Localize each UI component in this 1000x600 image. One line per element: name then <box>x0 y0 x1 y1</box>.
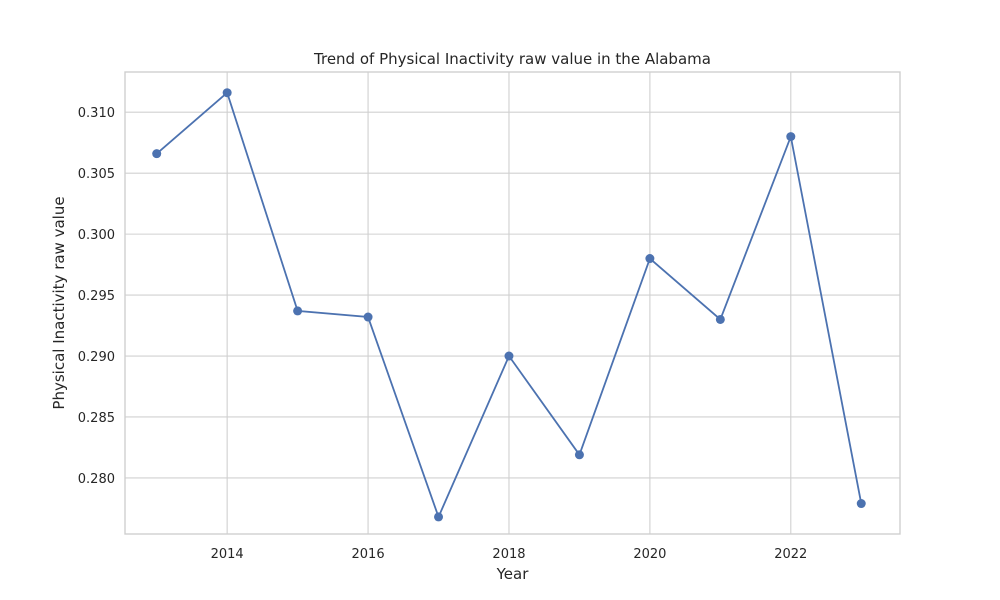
x-tick-label: 2018 <box>492 547 525 562</box>
data-point <box>152 149 162 159</box>
data-point <box>574 450 584 460</box>
x-tick-label: 2016 <box>352 547 385 562</box>
y-tick-label: 0.305 <box>78 167 115 182</box>
x-tick-label: 2022 <box>774 547 807 562</box>
plot-frame <box>124 71 901 535</box>
y-tick-label: 0.280 <box>78 472 115 487</box>
y-tick-label: 0.300 <box>78 228 115 243</box>
x-tick-labels: 2014 2016 2018 2020 2022 <box>211 547 808 562</box>
y-tick-label: 0.285 <box>78 411 115 426</box>
y-tick-label: 0.290 <box>78 350 115 365</box>
x-axis-label: Year <box>496 565 530 583</box>
data-point <box>222 88 232 98</box>
data-point <box>363 312 373 322</box>
y-tick-labels: 0.280 0.285 0.290 0.295 0.300 0.305 0.310 <box>78 106 115 487</box>
chart-title: Trend of Physical Inactivity raw value i… <box>313 50 711 68</box>
x-tick-label: 2020 <box>633 547 666 562</box>
data-point <box>786 132 796 142</box>
grid <box>125 72 900 534</box>
y-tick-label: 0.295 <box>78 289 115 304</box>
x-tick-label: 2014 <box>211 547 244 562</box>
data-point <box>293 306 303 316</box>
y-tick-label: 0.310 <box>78 106 115 121</box>
data-point <box>645 254 655 264</box>
y-axis-label: Physical Inactivity raw value <box>50 196 68 409</box>
data-point <box>715 314 725 324</box>
data-point <box>434 512 444 522</box>
data-point <box>504 351 514 361</box>
data-point <box>856 499 866 509</box>
series-layer <box>152 88 866 522</box>
